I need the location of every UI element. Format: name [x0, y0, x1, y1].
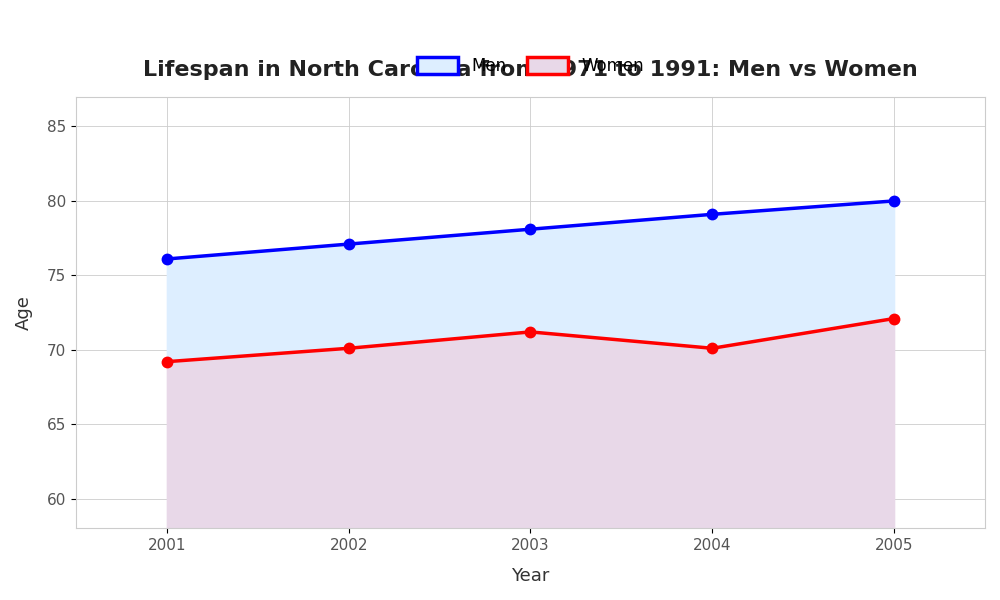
Legend: Men, Women: Men, Women	[408, 49, 653, 84]
Title: Lifespan in North Carolina from 1971 to 1991: Men vs Women: Lifespan in North Carolina from 1971 to …	[143, 60, 918, 80]
Y-axis label: Age: Age	[15, 295, 33, 330]
X-axis label: Year: Year	[511, 567, 550, 585]
